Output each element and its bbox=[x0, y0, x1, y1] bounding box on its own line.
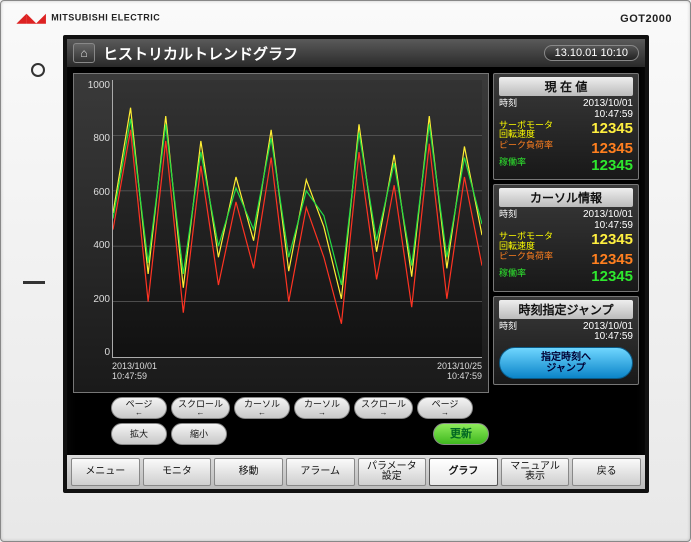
cursor-row: サーボモータ回転速度 12345 bbox=[499, 232, 633, 251]
cursor-row: 稼働率 12345 bbox=[499, 269, 633, 285]
cursor-info-title: カーソル情報 bbox=[499, 188, 633, 207]
jump-time-value: 2013/10/01 10:47:59 bbox=[583, 322, 633, 343]
current-value: 12345 bbox=[591, 121, 633, 137]
brand-logo: ◢◣◢ MITSUBISHI ELECTRIC bbox=[17, 11, 160, 25]
nav-button-0[interactable]: ページ← bbox=[111, 397, 167, 419]
y-tick-label: 600 bbox=[76, 187, 110, 198]
nav-button-1[interactable]: スクロール← bbox=[171, 397, 230, 419]
cursor-value: 12345 bbox=[591, 232, 633, 248]
title-bar: ⌂ ヒストリカルトレンドグラフ 13.10.01 10:10 bbox=[67, 39, 645, 67]
time-jump-title: 時刻指定ジャンプ bbox=[499, 300, 633, 319]
chart-svg bbox=[113, 80, 482, 357]
cursor-value: 12345 bbox=[591, 252, 633, 268]
current-label: サーボモータ回転速度 bbox=[499, 121, 553, 140]
zoom-row: 拡大縮小 更新 bbox=[111, 423, 489, 445]
current-label: ピーク負荷率 bbox=[499, 141, 553, 150]
nav-button-3[interactable]: カーソル→ bbox=[294, 397, 350, 419]
cursor-info-panel: カーソル情報 時刻 2013/10/01 10:47:59 サーボモータ回転速度… bbox=[493, 184, 639, 291]
cursor-label: ピーク負荷率 bbox=[499, 252, 553, 261]
model-label: GOT2000 bbox=[620, 13, 672, 25]
y-tick-label: 1000 bbox=[76, 80, 110, 91]
left-pane: 1000 800 600 400 200 0 2013/10/01 10:47:59 20… bbox=[73, 73, 489, 455]
bezel-mark-icon bbox=[23, 281, 45, 284]
current-value-title: 現 在 値 bbox=[499, 77, 633, 96]
nav-button-5[interactable]: ページ→ bbox=[417, 397, 473, 419]
hmi-bezel: ◢◣◢ MITSUBISHI ELECTRIC GOT2000 ⌂ ヒストリカル… bbox=[0, 0, 691, 542]
chart-plot-area bbox=[112, 80, 482, 358]
right-pane: 現 在 値 時刻 2013/10/01 10:47:59 サーボモータ回転速度 1… bbox=[493, 73, 639, 455]
y-tick-label: 400 bbox=[76, 240, 110, 251]
y-tick-label: 800 bbox=[76, 133, 110, 144]
update-button[interactable]: 更新 bbox=[433, 423, 489, 445]
current-time-value: 2013/10/01 10:47:59 bbox=[583, 99, 633, 120]
trend-chart[interactable]: 1000 800 600 400 200 0 2013/10/01 10:47:59 20… bbox=[73, 73, 489, 393]
current-row: ピーク負荷率 12345 bbox=[499, 141, 633, 157]
cursor-time-label: 時刻 bbox=[499, 210, 517, 219]
x-start-label: 2013/10/01 10:47:59 bbox=[112, 362, 157, 390]
home-button[interactable]: ⌂ bbox=[73, 43, 95, 63]
home-icon: ⌂ bbox=[80, 46, 87, 60]
tab-3[interactable]: アラーム bbox=[286, 458, 355, 486]
brand-tri-icon: ◢◣◢ bbox=[17, 11, 46, 25]
current-value-panel: 現 在 値 時刻 2013/10/01 10:47:59 サーボモータ回転速度 1… bbox=[493, 73, 639, 180]
tab-4[interactable]: パラメータ設定 bbox=[358, 458, 427, 486]
series-servo_motor_speed bbox=[113, 108, 482, 299]
clock-badge: 13.10.01 10:10 bbox=[544, 45, 639, 61]
content-area: 1000 800 600 400 200 0 2013/10/01 10:47:59 20… bbox=[67, 67, 645, 455]
tab-6[interactable]: マニュアル表示 bbox=[501, 458, 570, 486]
tab-0[interactable]: メニュー bbox=[71, 458, 140, 486]
tab-7[interactable]: 戻る bbox=[572, 458, 641, 486]
current-row: サーボモータ回転速度 12345 bbox=[499, 121, 633, 140]
chart-x-axis: 2013/10/01 10:47:59 2013/10/25 10:47:59 bbox=[112, 362, 482, 390]
chart-controls: ページ←スクロール←カーソル←カーソル→スクロール→ページ→ 拡大縮小 更新 bbox=[73, 393, 489, 455]
nav-button-4[interactable]: スクロール→ bbox=[354, 397, 413, 419]
cursor-time-value: 2013/10/01 10:47:59 bbox=[583, 210, 633, 231]
nav-row: ページ←スクロール←カーソル←カーソル→スクロール→ページ→ bbox=[111, 397, 489, 419]
series-running_rate bbox=[113, 119, 482, 285]
cursor-row: ピーク負荷率 12345 bbox=[499, 252, 633, 268]
nav-button-2[interactable]: カーソル← bbox=[234, 397, 290, 419]
time-jump-panel: 時刻指定ジャンプ 時刻 2013/10/01 10:47:59 指定時刻へジャン… bbox=[493, 296, 639, 385]
screen: ⌂ ヒストリカルトレンドグラフ 13.10.01 10:10 1000 800 60… bbox=[63, 35, 649, 493]
current-label: 稼働率 bbox=[499, 158, 526, 167]
chart-y-axis: 1000 800 600 400 200 0 bbox=[76, 80, 110, 358]
jump-button[interactable]: 指定時刻へジャンプ bbox=[499, 347, 633, 379]
cursor-value: 12345 bbox=[591, 269, 633, 285]
tab-2[interactable]: 移動 bbox=[214, 458, 283, 486]
page-title: ヒストリカルトレンドグラフ bbox=[103, 43, 536, 64]
current-value: 12345 bbox=[591, 141, 633, 157]
y-tick-label: 200 bbox=[76, 294, 110, 305]
bottom-tab-bar: メニューモニタ移動アラームパラメータ設定グラフマニュアル表示戻る bbox=[67, 455, 645, 489]
bezel-indicator-icon bbox=[31, 63, 45, 77]
current-value: 12345 bbox=[591, 158, 633, 174]
x-end-label: 2013/10/25 10:47:59 bbox=[437, 362, 482, 390]
zoom-button-0[interactable]: 拡大 bbox=[111, 423, 167, 445]
zoom-button-1[interactable]: 縮小 bbox=[171, 423, 227, 445]
tab-1[interactable]: モニタ bbox=[143, 458, 212, 486]
jump-time-label: 時刻 bbox=[499, 322, 517, 331]
cursor-label: 稼働率 bbox=[499, 269, 526, 278]
tab-5[interactable]: グラフ bbox=[429, 458, 498, 486]
y-tick-label: 0 bbox=[76, 347, 110, 358]
cursor-label: サーボモータ回転速度 bbox=[499, 232, 553, 251]
current-time-label: 時刻 bbox=[499, 99, 517, 108]
current-row: 稼働率 12345 bbox=[499, 158, 633, 174]
brand-text: MITSUBISHI ELECTRIC bbox=[51, 12, 160, 22]
